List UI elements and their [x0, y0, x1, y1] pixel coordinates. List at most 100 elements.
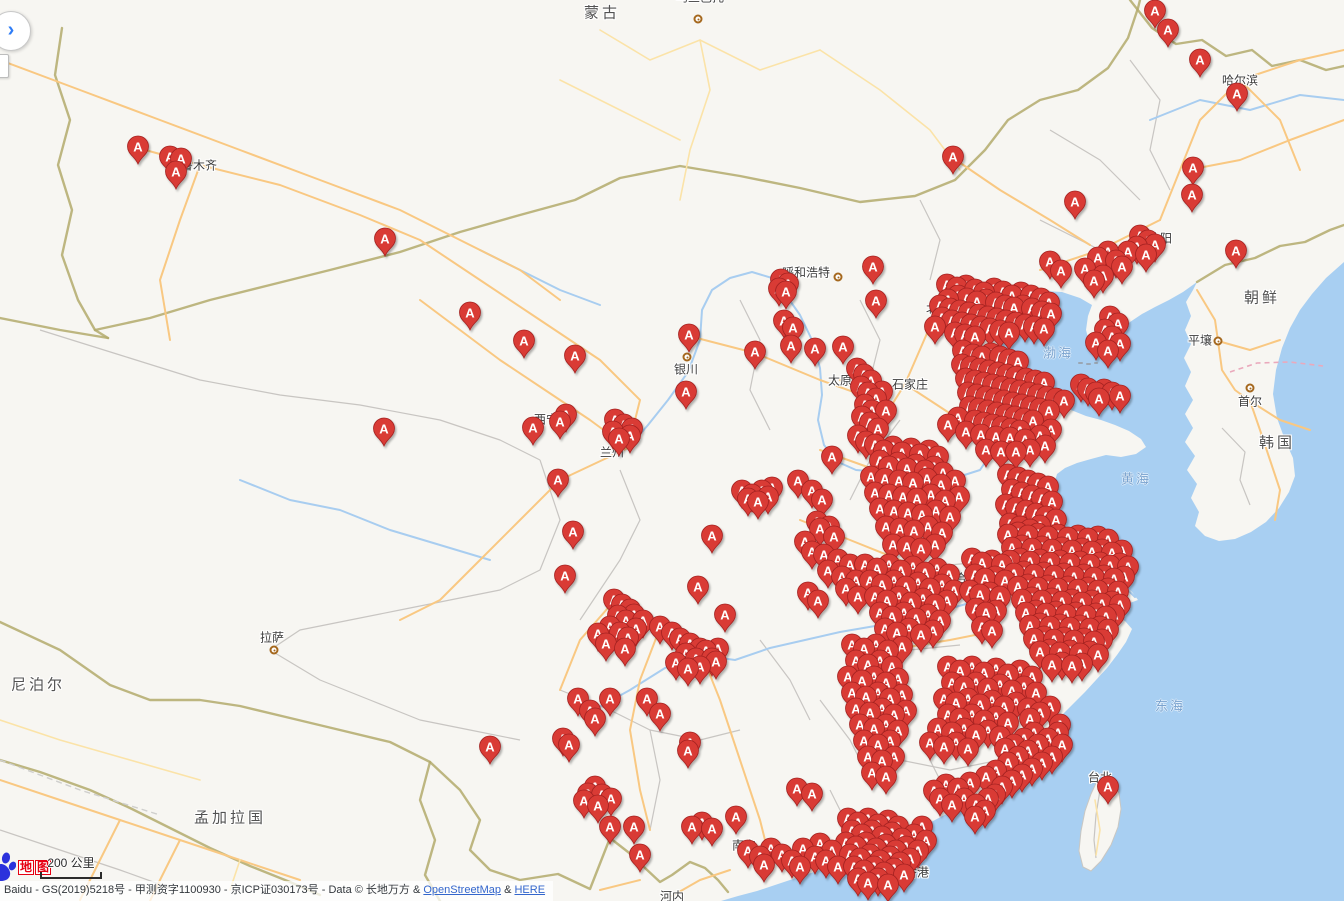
map-pin[interactable]: A — [801, 782, 823, 813]
map-pin[interactable]: A — [701, 817, 723, 848]
map-pin[interactable]: A — [937, 413, 959, 444]
map-pin[interactable]: A — [687, 575, 709, 606]
map-pin[interactable]: A — [942, 145, 964, 176]
map-pin[interactable]: A — [595, 632, 617, 663]
map-pin[interactable]: A — [558, 733, 580, 764]
map-pin[interactable]: A — [1157, 18, 1179, 49]
map-pin[interactable]: A — [821, 445, 843, 476]
map-pin[interactable]: A — [549, 410, 571, 441]
map-pin[interactable]: A — [701, 524, 723, 555]
map-pin[interactable]: A — [629, 843, 651, 874]
map-pin[interactable]: A — [933, 735, 955, 766]
map-pin[interactable]: A — [1033, 317, 1055, 348]
map-pin[interactable]: A — [780, 334, 802, 365]
map-pin[interactable]: A — [554, 564, 576, 595]
map-pin[interactable]: A — [877, 873, 899, 901]
map-pin-letter: A — [884, 460, 894, 475]
map-pin[interactable]: A — [753, 853, 775, 884]
map-pin[interactable]: A — [857, 871, 879, 901]
scale-label: 200 公里 — [47, 856, 95, 870]
map-pin[interactable]: A — [1189, 48, 1211, 79]
map-pin[interactable]: A — [747, 490, 769, 521]
map-pin[interactable]: A — [675, 380, 697, 411]
map-pin[interactable]: A — [744, 340, 766, 371]
map-pin[interactable]: A — [1144, 0, 1166, 30]
map-pin[interactable]: A — [832, 335, 854, 366]
map-pin[interactable]: A — [1226, 82, 1248, 113]
map-pin[interactable]: A — [373, 417, 395, 448]
map-pin[interactable]: A — [1083, 269, 1105, 300]
attribution-link[interactable]: OpenStreetMap — [423, 884, 502, 896]
map-pin[interactable]: A — [636, 687, 658, 718]
pan-toggle-button[interactable]: › — [0, 11, 31, 51]
map-pin[interactable]: A — [893, 863, 915, 894]
map-pin[interactable]: A — [865, 289, 887, 320]
map-pin[interactable]: A — [1225, 239, 1247, 270]
map-pin[interactable]: A — [1111, 255, 1133, 286]
map-pin[interactable]: A — [599, 815, 621, 846]
map-pin-letter: A — [908, 476, 918, 491]
map-pin-letter: A — [872, 562, 882, 577]
map-pin-letter: A — [695, 660, 705, 675]
map-pin[interactable]: A — [1097, 775, 1119, 806]
map-pin[interactable]: A — [775, 280, 797, 311]
map-pin-letter: A — [553, 473, 563, 488]
map-pin[interactable]: A — [924, 315, 946, 346]
map-pin[interactable]: A — [714, 603, 736, 634]
map-pin-letter: A — [684, 328, 694, 343]
map-pin[interactable]: A — [587, 794, 609, 825]
map-pin[interactable]: A — [1182, 156, 1204, 187]
map-pin[interactable]: A — [957, 737, 979, 768]
map-pin[interactable]: A — [564, 344, 586, 375]
map-pin[interactable]: A — [910, 623, 932, 654]
map-pin[interactable]: A — [459, 301, 481, 332]
map-pin-letter: A — [880, 472, 890, 487]
map-pin[interactable]: A — [567, 687, 589, 718]
map-pin[interactable]: A — [964, 805, 986, 836]
map-pin[interactable]: A — [1097, 339, 1119, 370]
map-pin[interactable]: A — [1135, 243, 1157, 274]
map-pin[interactable]: A — [1181, 183, 1203, 214]
map-pin[interactable]: A — [807, 589, 829, 620]
map-pin[interactable]: A — [1088, 387, 1110, 418]
map-pin-letter: A — [1188, 161, 1198, 176]
map-pin[interactable]: A — [677, 657, 699, 688]
map-pin[interactable]: A — [522, 416, 544, 447]
map-pin[interactable]: A — [649, 702, 671, 733]
map-pin[interactable]: A — [1041, 653, 1063, 684]
map-pin[interactable]: A — [479, 735, 501, 766]
map-pin[interactable]: A — [677, 739, 699, 770]
attribution-link[interactable]: HERE — [514, 884, 546, 896]
map-pin[interactable]: A — [725, 805, 747, 836]
map-pin[interactable]: A — [875, 765, 897, 796]
map-pin[interactable]: A — [804, 337, 826, 368]
map-pin[interactable]: A — [678, 323, 700, 354]
map-pin[interactable]: A — [1053, 389, 1075, 420]
map-pin[interactable]: A — [513, 329, 535, 360]
map-pin[interactable]: A — [584, 707, 606, 738]
map-pin[interactable]: A — [547, 468, 569, 499]
map-pin[interactable]: A — [681, 815, 703, 846]
map-pin[interactable]: A — [165, 160, 187, 191]
map-pin[interactable]: A — [941, 793, 963, 824]
map-pin-letter: A — [1065, 621, 1075, 636]
map-pin[interactable]: A — [127, 135, 149, 166]
baidu-maps-logo[interactable]: 地图 — [0, 851, 52, 883]
map-pin[interactable]: A — [1064, 190, 1086, 221]
map-pin[interactable]: A — [981, 619, 1003, 650]
map-pin[interactable]: A — [1061, 654, 1083, 685]
map-pin[interactable]: A — [562, 520, 584, 551]
map-pin[interactable]: A — [614, 637, 636, 668]
map-pin[interactable]: A — [374, 227, 396, 258]
map-pin-letter: A — [866, 470, 876, 485]
map-pin[interactable]: A — [789, 855, 811, 886]
map-pin-letter: A — [893, 724, 903, 739]
map-pin[interactable]: A — [599, 687, 621, 718]
map-pin[interactable]: A — [608, 427, 630, 458]
map-pin[interactable]: A — [623, 815, 645, 846]
map-pin[interactable]: A — [1051, 733, 1073, 764]
panel-stub-control[interactable] — [0, 54, 9, 78]
map-pin[interactable]: A — [1050, 259, 1072, 290]
map-pin[interactable]: A — [862, 255, 884, 286]
